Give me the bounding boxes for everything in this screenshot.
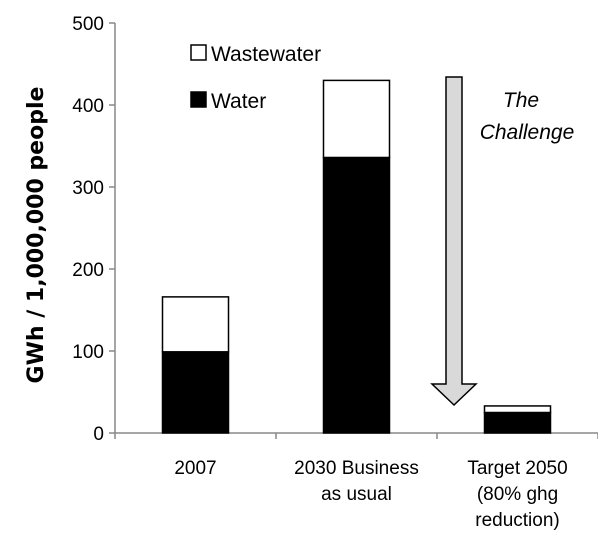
x-tick-label: Target 2050 (80% ghg reduction)	[467, 458, 567, 531]
annotation-line-2: Challenge	[480, 121, 575, 144]
legend-swatch-wastewater	[190, 44, 207, 61]
y-axis: 0 100 200 300 400 500	[72, 14, 116, 445]
legend: Wastewater Water	[190, 43, 321, 113]
x-tick-label-line: reduction)	[475, 510, 560, 531]
x-axis	[114, 432, 598, 439]
x-tick-label-line: Target 2050	[467, 458, 567, 479]
y-tick-label: 100	[72, 342, 104, 363]
x-tick-label-line: 2007	[174, 458, 216, 479]
x-tick-label-line: as usual	[321, 484, 392, 505]
annotation-line-1: The	[503, 89, 539, 112]
y-axis-label: GWh / 1,000,000 people	[24, 87, 49, 384]
bar-water-2	[483, 411, 552, 434]
bar-water-1	[322, 156, 391, 434]
y-tick-label: 400	[72, 96, 104, 117]
legend-swatch-water	[190, 91, 207, 108]
down-arrow-icon	[430, 76, 478, 407]
x-tick-label: 2030 Business as usual	[294, 458, 419, 505]
legend-label-wastewater: Wastewater	[211, 43, 321, 66]
bar-water-0	[161, 351, 230, 434]
x-tick-label-line: (80% ghg	[477, 484, 558, 505]
bar-wastewater-0	[161, 296, 230, 353]
y-tick-label: 0	[93, 424, 104, 445]
bar-wastewater-2	[483, 405, 552, 414]
y-tick-label: 500	[72, 14, 104, 35]
x-tick-labels: 2007 2030 Business as usual Target 2050 (80%…	[174, 458, 567, 531]
bars	[161, 79, 552, 434]
y-tick-label: 200	[72, 260, 104, 281]
challenge-annotation: The Challenge	[430, 76, 575, 407]
legend-label-water: Water	[211, 90, 266, 113]
x-tick-label: 2007	[174, 458, 216, 479]
bar-wastewater-1	[322, 79, 391, 159]
x-tick-label-line: 2030 Business	[294, 458, 419, 479]
y-tick-label: 300	[72, 178, 104, 199]
